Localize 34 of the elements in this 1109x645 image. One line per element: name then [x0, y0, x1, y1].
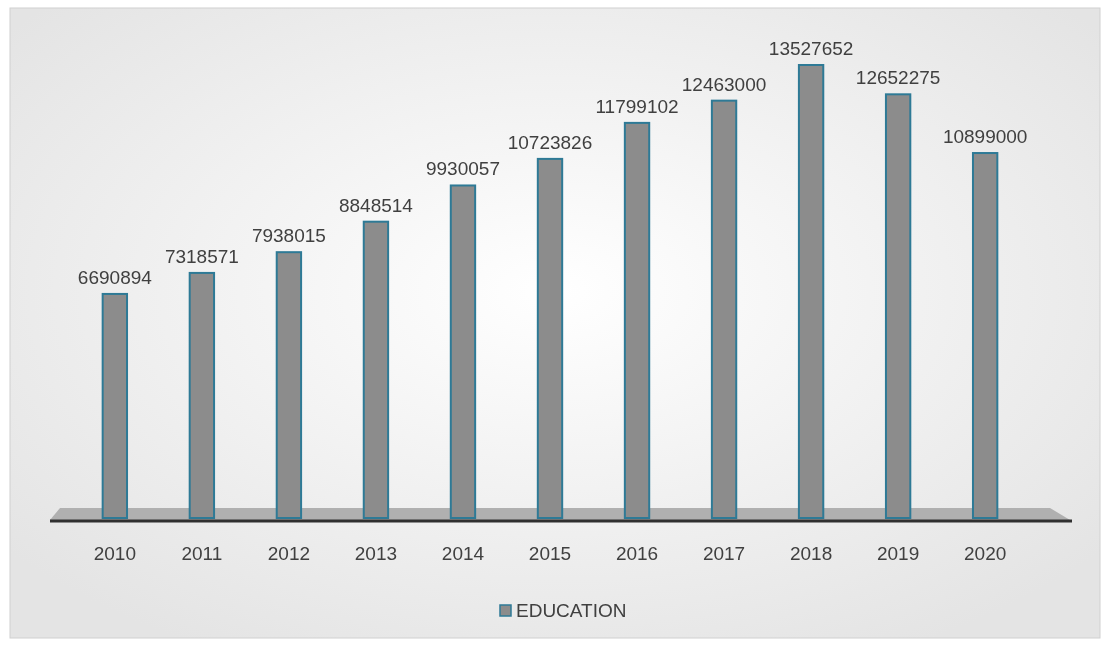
bar	[362, 220, 390, 519]
bar	[884, 93, 912, 519]
bar	[797, 64, 825, 519]
x-tick-label: 2012	[267, 543, 311, 564]
x-tick-label: 2017	[702, 543, 746, 564]
x-tick-label: 2015	[528, 543, 572, 564]
data-label: 12463000	[681, 73, 767, 95]
x-tick-label: 2018	[789, 543, 833, 564]
bar	[449, 184, 477, 519]
x-tick-label: 2020	[964, 543, 1007, 564]
bar	[101, 292, 129, 519]
data-label: 7318571	[164, 245, 239, 267]
bar	[536, 157, 564, 519]
legend-label: EDUCATION	[516, 600, 627, 621]
data-label: 12652275	[855, 67, 941, 89]
bar	[188, 271, 216, 519]
data-label: 7938015	[251, 225, 326, 247]
bar	[971, 152, 999, 519]
bar	[710, 99, 738, 519]
bar	[275, 251, 303, 519]
data-label: 10899000	[942, 126, 1028, 148]
data-label: 10723826	[507, 131, 593, 153]
x-tick-label: 2014	[441, 543, 485, 564]
data-label: 8848514	[338, 194, 414, 216]
data-label: 6690894	[77, 266, 153, 288]
x-tick-label: 2011	[181, 543, 223, 564]
data-label: 9930057	[425, 158, 500, 180]
bar	[623, 121, 651, 519]
x-tick-label: 2016	[615, 543, 659, 564]
data-label: 11799102	[595, 95, 679, 117]
x-tick-label: 2013	[354, 543, 398, 564]
x-tick-label: 2019	[876, 543, 920, 564]
x-tick-label: 2010	[93, 543, 136, 564]
data-label: 13527652	[768, 38, 854, 59]
